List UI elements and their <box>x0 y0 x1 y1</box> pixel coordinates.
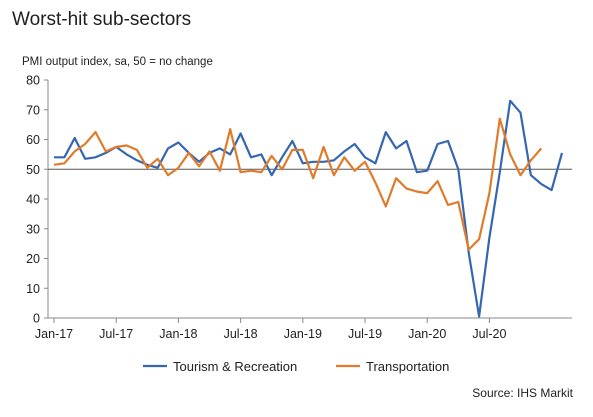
y-tick-label: 20 <box>26 252 40 266</box>
x-tick-label: Jul-20 <box>472 327 506 341</box>
chart-title: Worst-hit sub-sectors <box>12 9 192 30</box>
x-tick-label: Jan-20 <box>408 327 446 341</box>
source-note: Source: IHS Markit <box>472 386 573 400</box>
y-tick-label: 40 <box>26 193 40 207</box>
series-line-1 <box>53 117 543 251</box>
y-tick-label: 30 <box>26 222 40 236</box>
y-tick-label: 60 <box>26 133 40 147</box>
x-tick-label: Jul-19 <box>348 327 382 341</box>
x-tick-label: Jan-18 <box>159 327 197 341</box>
x-tick-label: Jan-19 <box>284 327 322 341</box>
x-tick-label: Jan-17 <box>35 327 73 341</box>
legend-label-1: Transportation <box>366 359 449 374</box>
y-tick-label: 70 <box>26 103 40 117</box>
axis-subtitle: PMI output index, sa, 50 = no change <box>22 56 213 68</box>
y-tick-label: 50 <box>26 163 40 177</box>
legend-label-0: Tourism & Recreation <box>173 359 297 374</box>
y-tick-label: 10 <box>26 282 40 296</box>
y-tick-label: 0 <box>33 312 40 326</box>
x-tick-label: Jul-18 <box>224 327 258 341</box>
y-tick-label: 80 <box>26 74 40 88</box>
x-tick-label: Jul-17 <box>99 327 133 341</box>
